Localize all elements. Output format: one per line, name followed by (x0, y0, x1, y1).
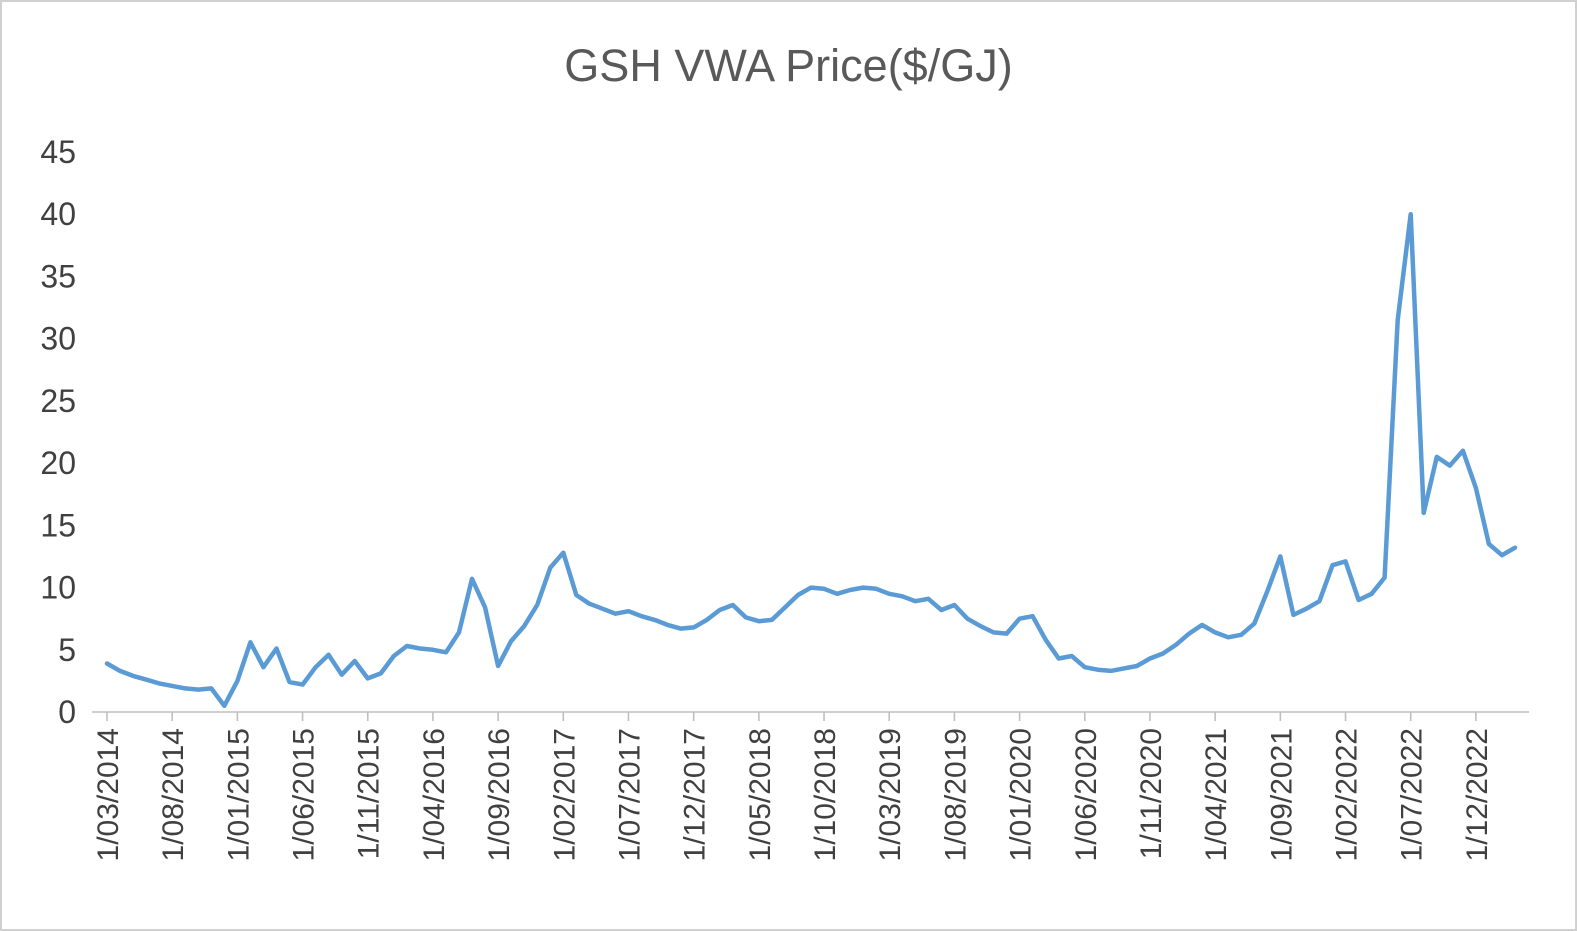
x-axis-label: 1/01/2020 (1005, 728, 1038, 861)
x-axis-label: 1/02/2017 (548, 728, 581, 861)
y-axis-label: 30 (40, 321, 76, 357)
x-axis-label: 1/08/2019 (939, 728, 972, 861)
y-axis-label: 45 (40, 134, 76, 170)
x-axis-label: 1/10/2018 (809, 728, 842, 861)
x-axis-label: 1/03/2019 (874, 728, 907, 861)
x-axis-label: 1/06/2020 (1070, 728, 1103, 861)
x-axis-label: 1/11/2015 (353, 728, 386, 859)
y-axis-label: 0 (58, 694, 76, 730)
y-axis-label: 35 (40, 258, 76, 294)
x-axis-label: 1/07/2022 (1396, 728, 1429, 861)
x-axis-label: 1/11/2020 (1135, 728, 1168, 859)
x-axis-label: 1/06/2015 (288, 728, 321, 861)
price-series-line (104, 211, 1518, 709)
x-axis-label: 1/03/2014 (92, 728, 125, 861)
x-axis-label: 1/04/2021 (1200, 728, 1233, 861)
x-axis-label: 1/01/2015 (222, 728, 255, 861)
x-axis-label: 1/04/2016 (418, 728, 451, 861)
chart-title: GSH VWA Price($/GJ) (564, 40, 1013, 91)
y-axis-label: 20 (40, 445, 76, 481)
x-axis-label: 1/02/2022 (1331, 728, 1364, 861)
x-axis-label: 1/08/2014 (157, 728, 190, 861)
y-axis-label: 10 (40, 570, 76, 606)
x-axis-label: 1/09/2016 (483, 728, 516, 861)
y-axis-label: 5 (58, 632, 76, 668)
y-axis-label: 40 (40, 196, 76, 232)
x-axis-label: 1/05/2018 (744, 728, 777, 861)
x-axis-label: 1/09/2021 (1265, 728, 1298, 861)
x-axis-label: 1/07/2017 (613, 728, 646, 861)
x-axis-label: 1/12/2022 (1461, 728, 1494, 861)
y-axis-label: 15 (40, 507, 76, 543)
x-axis-label: 1/12/2017 (679, 728, 712, 861)
y-axis-label: 25 (40, 383, 76, 419)
